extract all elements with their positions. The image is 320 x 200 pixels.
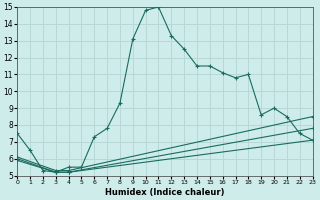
X-axis label: Humidex (Indice chaleur): Humidex (Indice chaleur)	[105, 188, 225, 197]
